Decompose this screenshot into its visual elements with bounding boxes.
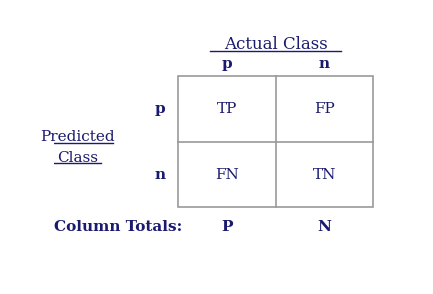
Text: TN: TN	[313, 168, 336, 181]
Text: Column Totals:: Column Totals:	[54, 220, 182, 233]
Bar	[178, 76, 373, 207]
Text: Predicted: Predicted	[40, 130, 115, 144]
Text: FP: FP	[314, 102, 335, 116]
Text: P: P	[221, 220, 233, 233]
Text: FN: FN	[215, 168, 239, 181]
Text: p: p	[222, 56, 232, 71]
Text: Class: Class	[57, 151, 98, 165]
Text: Actual Class: Actual Class	[224, 36, 327, 53]
Text: p: p	[155, 102, 165, 116]
Text: N: N	[317, 220, 331, 233]
Text: n: n	[154, 168, 165, 181]
Text: n: n	[319, 56, 330, 71]
Text: TP: TP	[217, 102, 237, 116]
